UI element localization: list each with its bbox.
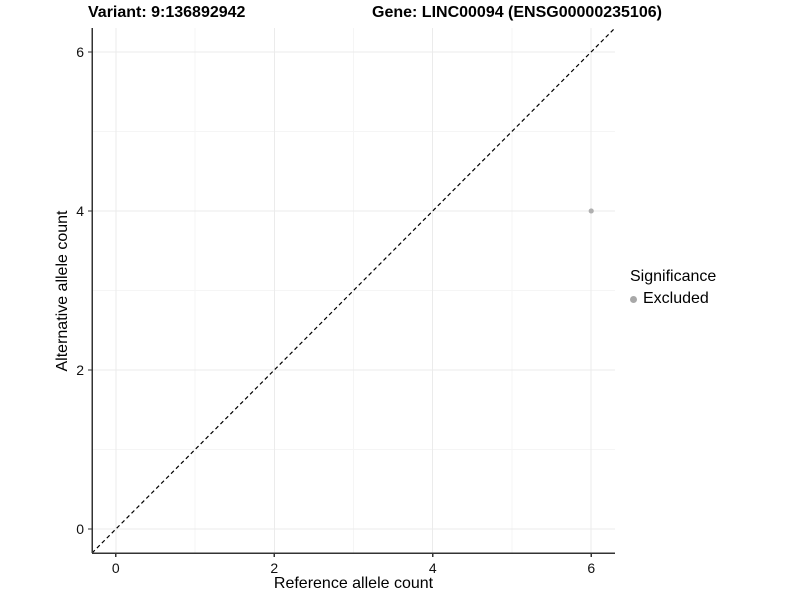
legend-item: Excluded (630, 290, 716, 308)
legend-items: Excluded (630, 290, 716, 308)
x-tick-label: 6 (587, 560, 595, 576)
x-tick-label: 0 (112, 560, 120, 576)
variant-title: Variant: 9:136892942 (88, 4, 246, 21)
data-point (588, 208, 594, 214)
x-tick-label: 4 (429, 560, 437, 576)
y-axis-title: Alternative allele count (54, 210, 71, 372)
gene-title: Gene: LINC00094 (ENSG00000235106) (372, 4, 662, 21)
legend-item-label: Excluded (643, 290, 709, 307)
x-tick-label: 2 (270, 560, 278, 576)
x-axis-title: Reference allele count (273, 575, 434, 592)
identity-reference-line (91, 27, 616, 554)
y-tick-label: 2 (76, 362, 84, 378)
legend: Significance Excluded (630, 268, 716, 308)
y-tick-label: 4 (76, 203, 84, 219)
legend-key-dot (630, 295, 637, 303)
legend-title: Significance (630, 268, 717, 285)
y-tick-label: 0 (76, 521, 84, 537)
y-tick-label: 6 (76, 44, 84, 60)
